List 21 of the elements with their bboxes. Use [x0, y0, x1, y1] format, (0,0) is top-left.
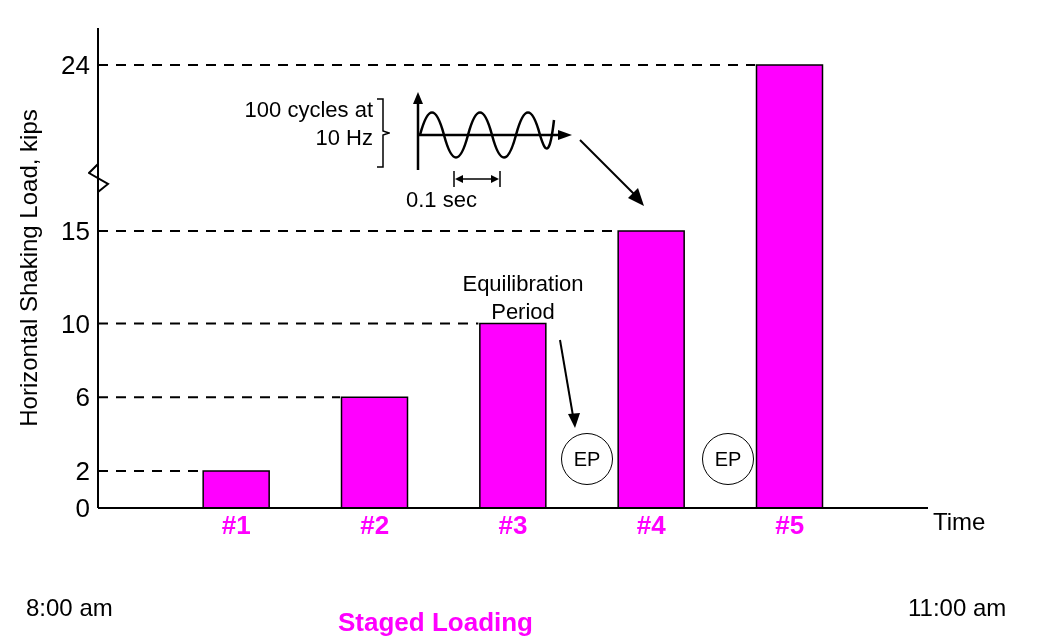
- x-tick-label: #2: [360, 510, 390, 541]
- annotation: Equilibration Period: [461, 270, 585, 325]
- text: Staged Loading: [338, 606, 533, 638]
- annotation: EP: [702, 433, 754, 485]
- x-axis-title: Time: [933, 508, 986, 536]
- x-tick-label: #4: [636, 510, 667, 541]
- x-tick-label: #1: [221, 510, 251, 541]
- annotation: EP: [561, 433, 613, 485]
- y-tick-label: 2: [75, 456, 90, 487]
- annotation: 0.1 sec: [406, 186, 477, 214]
- y-tick-label: 15: [61, 216, 90, 247]
- y-tick-label: 6: [75, 382, 90, 413]
- y-tick-label: 24: [61, 50, 90, 81]
- text: 11:00 am: [908, 593, 1007, 623]
- text: 8:00 am: [26, 593, 113, 623]
- x-tick-label: #3: [498, 510, 528, 541]
- annotation: 100 cycles at 10 Hz: [243, 96, 373, 151]
- y-tick-label: 10: [61, 308, 90, 339]
- y-axis-title: Horizontal Shaking Load, kips: [14, 109, 42, 427]
- x-tick-label: #5: [775, 510, 805, 541]
- y-tick-label: 0: [75, 493, 90, 524]
